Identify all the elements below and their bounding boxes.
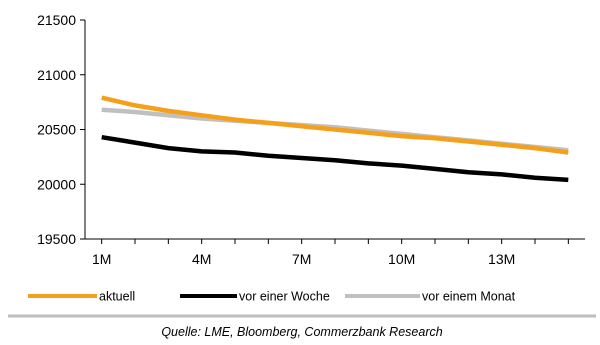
y-tick-label: 20000 <box>37 176 76 192</box>
x-tick-label: 10M <box>388 251 415 267</box>
legend-label-aktuell: aktuell <box>99 290 135 304</box>
series-line-aktuell <box>101 95 569 155</box>
x-tick-label: 4M <box>192 251 211 267</box>
y-tick-label: 19500 <box>37 231 76 247</box>
x-tick-label: 13M <box>488 251 515 267</box>
y-tick-label: 21000 <box>37 67 76 83</box>
x-tick-label: 1M <box>92 251 111 267</box>
tick-labels: 19500 20000 20500 21000 21500 1M 4M 7M 10M 13M <box>37 12 515 267</box>
legend-label-vor-einem-monat: vor einem Monat <box>422 290 516 304</box>
legend-label-vor-einer-woche: vor einer Woche <box>239 290 330 304</box>
legend: aktuell vor einer Woche vor einem Monat <box>28 290 516 304</box>
source-note: Quelle: LME, Bloomberg, Commerzbank Rese… <box>161 325 442 339</box>
series-line-vor-einer-woche <box>101 134 569 183</box>
x-tick-label: 7M <box>292 251 311 267</box>
y-tick-label: 20500 <box>37 122 76 138</box>
series-lines <box>101 95 569 183</box>
y-tick-label: 21500 <box>37 12 76 28</box>
axes <box>80 19 585 244</box>
